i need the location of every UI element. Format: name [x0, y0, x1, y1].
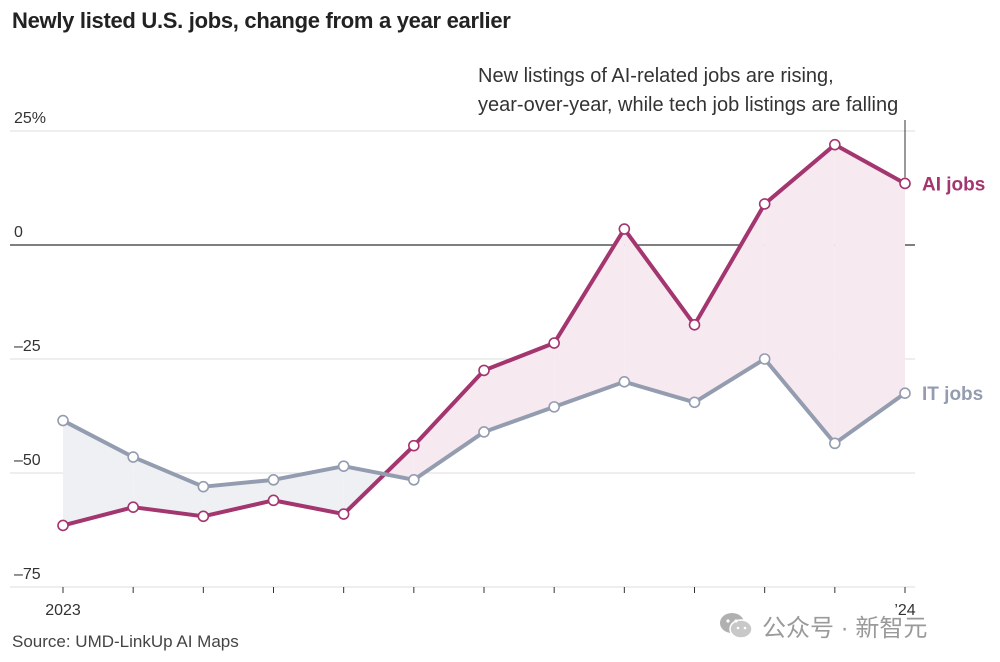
it-jobs-point: [337, 460, 350, 472]
watermark: 公众号 · 新智元: [718, 608, 927, 643]
ai-jobs-point: [337, 508, 350, 520]
ai-jobs-point: [548, 337, 560, 349]
it-jobs-point: [267, 474, 280, 486]
it-jobs-point: [899, 387, 911, 400]
it-jobs-point: [758, 353, 771, 365]
ai-jobs-point: [57, 519, 69, 532]
watermark-text: 公众号 · 新智元: [762, 615, 928, 642]
x-tick-label: 2023: [45, 602, 81, 619]
it-jobs-point: [408, 474, 420, 486]
y-tick-label: –25: [14, 338, 41, 355]
series-gap-area: [203, 479, 274, 517]
it-jobs-point: [618, 375, 631, 388]
chart-title: Newly listed U.S. jobs, change from a ye…: [12, 8, 511, 33]
ai-jobs-point: [618, 223, 631, 235]
series-gap-area: [764, 144, 835, 444]
ai-jobs-point: [688, 318, 701, 331]
y-tick-label: 25%: [14, 110, 46, 127]
series-gap-area: [133, 457, 204, 517]
wechat-icon: [720, 612, 753, 639]
ai-jobs-point: [829, 138, 841, 151]
it-jobs-point: [688, 396, 701, 409]
ai-jobs-point: [478, 364, 490, 377]
series-gap-area: [624, 229, 695, 403]
it-jobs-point: [548, 401, 560, 413]
ai-jobs-label: AI jobs: [922, 174, 985, 195]
annotation-line-2: year-over-year, while tech job listings …: [478, 94, 899, 116]
ai-jobs-point: [127, 501, 139, 514]
series-gap-area: [63, 420, 134, 526]
y-tick-label: 0: [14, 224, 23, 241]
it-jobs-point: [478, 426, 490, 438]
it-jobs-point: [197, 480, 210, 493]
it-jobs-label: IT jobs: [922, 384, 983, 405]
ai-jobs-point: [899, 177, 911, 190]
ai-jobs-point: [758, 198, 771, 210]
ai-jobs-point: [197, 510, 210, 523]
it-jobs-point: [829, 437, 841, 450]
series-gap-area: [413, 370, 484, 480]
chart-annotation: New listings of AI-related jobs are risi…: [478, 62, 898, 120]
chart-source: Source: UMD-LinkUp AI Maps: [12, 632, 239, 651]
it-jobs-point: [57, 414, 69, 427]
it-jobs-point: [127, 451, 139, 463]
series-gap-area: [554, 229, 625, 407]
y-tick-label: –75: [14, 566, 41, 583]
ai-jobs-point: [267, 494, 280, 507]
x-tick-label: ’24: [894, 602, 915, 619]
y-tick-label: –50: [14, 452, 41, 469]
ai-jobs-point: [408, 439, 420, 452]
series-gap-area: [694, 203, 765, 403]
series-gap-area: [834, 144, 905, 444]
annotation-line-1: New listings of AI-related jobs are risi…: [478, 65, 834, 87]
